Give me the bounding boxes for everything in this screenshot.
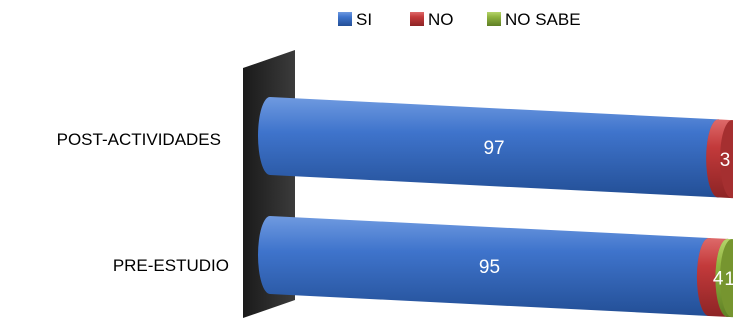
data-label-no-post-actividades: 3	[720, 150, 731, 171]
bars-layer	[258, 97, 733, 318]
legend: SI NO NO SABE	[338, 10, 581, 29]
bar-body	[258, 97, 731, 198]
legend-label-no: NO	[428, 10, 454, 29]
legend-swatch-no	[410, 12, 424, 26]
category-label-post-actividades: POST-ACTIVIDADES	[57, 130, 221, 149]
legend-item-no-sabe: NO SABE	[487, 10, 581, 29]
bar-end-cap	[720, 120, 733, 199]
legend-item-no: NO	[410, 10, 454, 29]
data-label-si-post-actividades: 97	[483, 138, 504, 159]
legend-label-si: SI	[356, 10, 372, 29]
bar-end-cap	[720, 239, 733, 318]
bar-no-post-actividades	[706, 119, 733, 199]
legend-item-si: SI	[338, 10, 372, 29]
bar-no-sabe-pre-estudio	[715, 238, 733, 318]
data-label-no-pre-estudio: 4	[713, 268, 724, 289]
bar-body	[258, 216, 721, 316]
legend-label-no-sabe: NO SABE	[505, 10, 581, 29]
data-label-si-pre-estudio: 95	[479, 257, 500, 278]
data-labels-layer: 97 3 95 4 1	[479, 138, 733, 290]
category-label-pre-estudio: PRE-ESTUDIO	[113, 256, 229, 275]
legend-swatch-no-sabe	[487, 12, 501, 26]
legend-swatch-si	[338, 12, 352, 26]
data-label-no-sabe-pre-estudio: 1	[724, 269, 733, 290]
